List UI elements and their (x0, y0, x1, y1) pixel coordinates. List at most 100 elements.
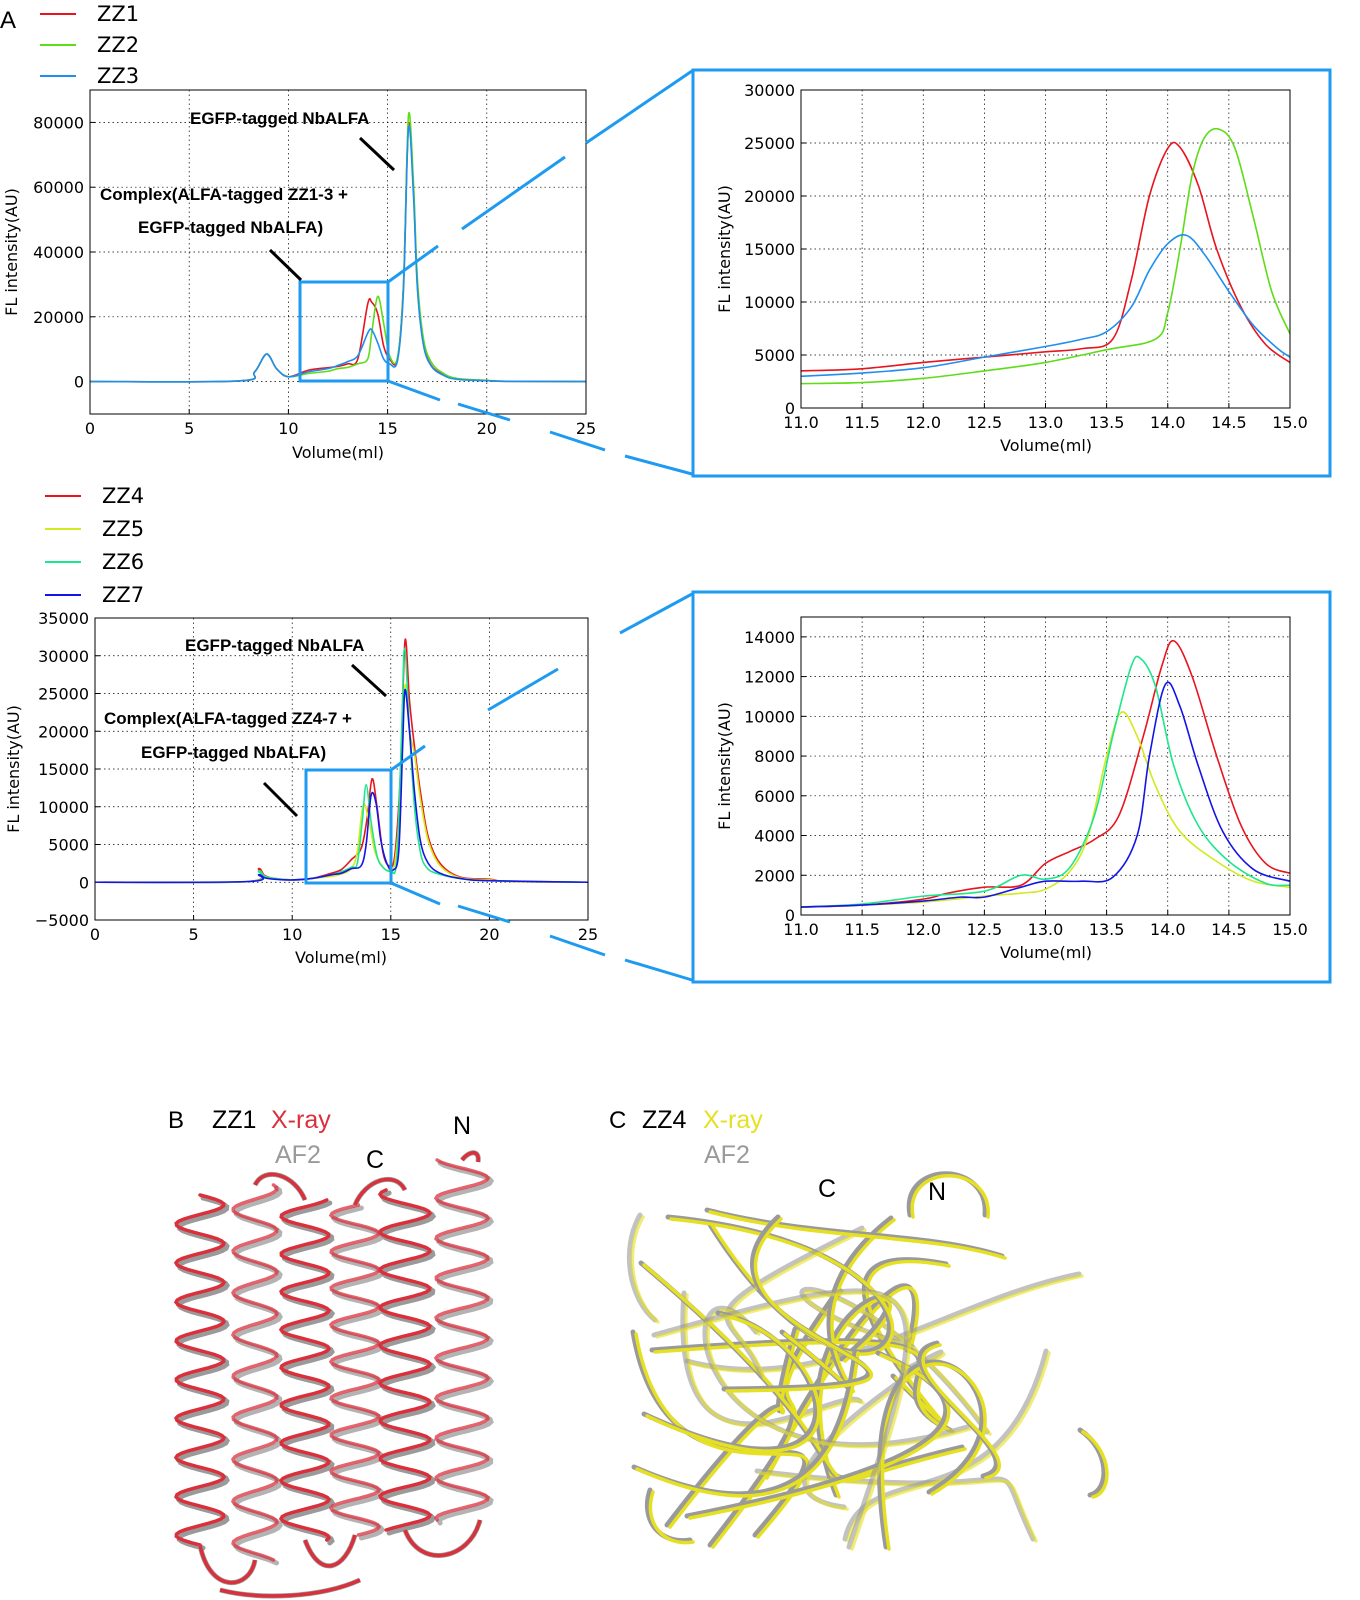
strand-trace (635, 1351, 860, 1498)
strand-trace (644, 1487, 693, 1544)
y-tick-label: 2000 (754, 866, 795, 885)
connector-bot-2c (549, 934, 606, 957)
loop-trace (353, 1177, 407, 1206)
y-tick-label: 20000 (33, 308, 84, 327)
y-tick-label: 0 (785, 906, 795, 925)
y-tick-label: 8000 (754, 747, 795, 766)
panel-label-b: B (168, 1107, 184, 1134)
plot-frame (94, 617, 589, 921)
connector-bot-2b (457, 904, 511, 924)
panel-label-a: A (0, 7, 16, 34)
zoom-connectors (387, 69, 693, 982)
strand-trace (921, 1343, 1001, 1480)
y-tick-label: 0 (74, 373, 84, 392)
x-tick-label: 12.5 (967, 413, 1003, 432)
structure-b-af2-label: AF2 (275, 1141, 321, 1169)
y-tick-label: 15000 (744, 240, 795, 259)
x-tick-label: 15 (381, 925, 401, 944)
connector-bot-2d (624, 958, 693, 982)
structure-b: B ZZ1 X-ray AF2 C N (168, 1106, 495, 1599)
strand-trace (645, 1313, 821, 1453)
helix-trace (230, 1183, 280, 1562)
legend-bottom: ZZ4 ZZ5 ZZ6 ZZ7 (45, 484, 144, 607)
x-tick-label: 12.0 (905, 920, 941, 939)
y-axis-label: FL intensity(AU) (4, 705, 23, 833)
series-line-zz2 (90, 112, 586, 383)
x-tick-label: 11.0 (783, 413, 819, 432)
y-tick-label: 0 (79, 873, 89, 892)
strand-trace (758, 1471, 1038, 1543)
legend-label-zz5: ZZ5 (102, 517, 144, 541)
helix-trace (433, 1158, 491, 1522)
zoom-frame-bottom (691, 590, 1332, 984)
annotation-pointer-top-egfp (358, 136, 396, 172)
series-line-zz6 (95, 647, 588, 884)
structure-c-af2-label: AF2 (704, 1141, 750, 1169)
loop-trace (219, 1578, 361, 1598)
y-tick-label: 10000 (744, 707, 795, 726)
connector-top-1a (387, 244, 439, 284)
strand-trace (655, 1291, 912, 1551)
helix-trace (377, 1188, 433, 1532)
structure-b-protein: ZZ1 (212, 1106, 256, 1134)
y-tick-label: 40000 (33, 243, 84, 262)
series-line-zz6 (801, 655, 1290, 908)
x-tick-label: 13.5 (1089, 413, 1125, 432)
connector-top-1b (461, 155, 566, 231)
annotation-top-egfp: EGFP-tagged NbALFA (190, 109, 369, 128)
loop-trace (253, 1172, 307, 1201)
x-tick-label: 25 (576, 419, 596, 438)
region-box-top (298, 280, 390, 383)
structure-c-strands (626, 1171, 1109, 1551)
x-tick-label: 10 (278, 419, 298, 438)
y-tick-label: 25000 (744, 134, 795, 153)
y-tick-label: 20000 (744, 187, 795, 206)
y-tick-label: 60000 (33, 178, 84, 197)
series-line-zz7 (801, 681, 1290, 908)
strand-trace (754, 1468, 1036, 1542)
y-tick-label: 0 (785, 399, 795, 418)
annotation-bottom-complex-2: EGFP-tagged NbALFA) (141, 743, 326, 762)
strand-trace (648, 1490, 695, 1545)
series-line-zz3 (801, 234, 1290, 377)
x-tick-label: 5 (189, 925, 199, 944)
x-axis-label: Volume(ml) (1000, 436, 1092, 455)
y-tick-label: 20000 (38, 722, 89, 741)
y-tick-label: 30000 (38, 647, 89, 666)
x-tick-label: 13.0 (1028, 920, 1064, 939)
legend-label-zz7: ZZ7 (102, 583, 144, 607)
y-axis-label: FL intensity(AU) (2, 188, 21, 316)
strand-trace (630, 1329, 808, 1538)
helix-trace (173, 1193, 227, 1547)
series-line-zz4 (801, 640, 1290, 908)
chart-top-zoom: 11.0 11.5 12.0 12.5 13.0 13.5 14.0 14.5 15.0 0 500… (715, 81, 1308, 455)
y-tick-label: 35000 (38, 609, 89, 628)
y-tick-label: −5000 (35, 911, 89, 930)
connector-bot-2a (390, 881, 441, 906)
series-line-zz7 (95, 688, 588, 884)
y-tick-label: 5000 (48, 836, 89, 855)
connector-top-1c (585, 69, 693, 145)
strand-trace (708, 1210, 1007, 1260)
x-tick-label: 12.5 (967, 920, 1003, 939)
loop-trace (198, 1544, 257, 1585)
connector-top-2d (624, 454, 693, 476)
x-tick-label: 12.0 (905, 413, 941, 432)
plot-frame (89, 89, 587, 415)
region-box-bottom (304, 768, 393, 885)
x-tick-label: 0 (90, 925, 100, 944)
legend-label-zz6: ZZ6 (102, 550, 144, 574)
x-tick-label: 14.5 (1211, 413, 1247, 432)
x-tick-label: 20 (477, 419, 497, 438)
connector-bot-1c (619, 592, 693, 635)
structure-c-n-terminus: N (928, 1178, 946, 1206)
chart-top-main: 0 5 10 15 20 25 0 20000 40000 60000 80000 Volume(ml… (2, 89, 596, 462)
zoom-frame-top (691, 68, 1332, 478)
x-tick-label: 14.5 (1211, 920, 1247, 939)
y-tick-label: 80000 (33, 113, 84, 132)
series-line-zz2 (801, 127, 1290, 385)
strand-trace (642, 1263, 967, 1482)
legend-label-zz4: ZZ4 (102, 484, 144, 508)
loop-trace (460, 1151, 480, 1163)
